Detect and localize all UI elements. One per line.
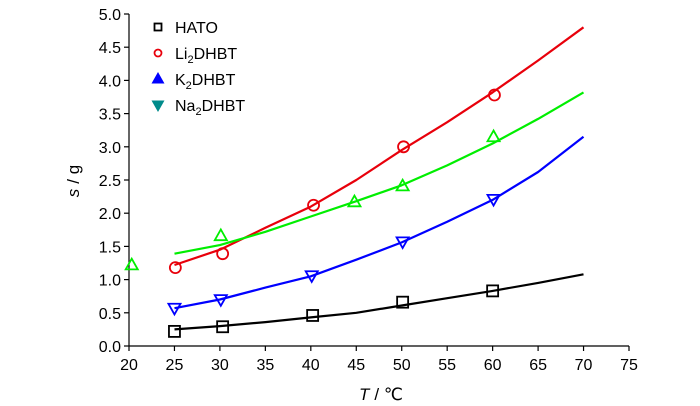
data-point (346, 193, 363, 208)
data-point (166, 302, 183, 317)
y-tick-label: 2.5 (99, 173, 121, 190)
series-hato (168, 273, 584, 338)
series-li2dhbt (168, 26, 585, 275)
x-tick-label: 25 (166, 357, 184, 374)
x-tick-label: 45 (347, 357, 365, 374)
x-tick-label: 70 (575, 357, 593, 374)
series-line (174, 91, 585, 255)
y-tick-label: 2.0 (99, 206, 121, 223)
x-axis-symbol: T (359, 385, 371, 404)
y-axis-label: s / g (64, 165, 83, 197)
legend-label: Li2DHBT (175, 46, 237, 66)
series-line (174, 273, 584, 331)
y-tick-label: 5.0 (99, 7, 121, 24)
legend-marker (153, 48, 163, 58)
y-tick-label: 0.5 (99, 306, 121, 323)
y-tick-label: 4.5 (99, 40, 121, 57)
legend-label: HATO (175, 20, 218, 37)
data-point (395, 177, 411, 192)
data-point (213, 294, 229, 308)
x-tick-label: 50 (393, 357, 411, 374)
x-tick-label: 55 (438, 357, 456, 374)
legend-marker (151, 71, 165, 84)
data-point (306, 309, 320, 322)
data-point (488, 88, 501, 102)
y-tick-label: 0.0 (99, 339, 121, 356)
x-axis-label: T / ℃ (359, 385, 403, 404)
data-point (304, 270, 320, 284)
legend-marker (153, 22, 163, 32)
axes: 20 25 30 35 40 45 50 55 60 65 70 75 0.0 0.5 1.0 1.5 2.0 2… (99, 7, 638, 374)
x-tick-label: 30 (211, 357, 229, 374)
legend-entry: Na2DHBT (151, 98, 245, 118)
series-k2dhbt (166, 135, 585, 317)
data-point (396, 295, 410, 309)
y-axis-unit: / g (64, 165, 83, 184)
data-point (486, 284, 500, 298)
series-line (174, 135, 585, 310)
data-point (168, 261, 182, 275)
legend-entry: Li2DHBT (153, 46, 237, 66)
data-point (213, 227, 229, 242)
data-point (216, 247, 230, 261)
y-tick-label: 3.0 (99, 140, 121, 157)
y-tick-label: 1.0 (99, 273, 121, 290)
x-tick-label: 40 (302, 357, 320, 374)
data-point (485, 193, 502, 208)
legend-marker (151, 100, 165, 113)
data-point (485, 128, 502, 143)
legend-entry: K2DHBT (151, 71, 236, 92)
y-tick-label: 1.5 (99, 239, 121, 256)
series-layer (124, 26, 585, 338)
x-tick-label: 75 (620, 357, 638, 374)
legend-label: Na2DHBT (175, 98, 245, 118)
data-point (397, 140, 410, 154)
x-tick-label: 65 (529, 357, 547, 374)
data-point (307, 198, 320, 212)
data-point (395, 236, 411, 250)
series-na2dhbt (124, 91, 585, 271)
data-point (168, 324, 181, 338)
x-axis-unit: / ℃ (374, 385, 403, 404)
y-tick-label: 4.0 (99, 73, 121, 90)
legend-entry: HATO (153, 20, 218, 37)
x-tick-label: 60 (484, 357, 502, 374)
y-tick-label: 3.5 (99, 107, 121, 124)
x-tick-label: 35 (256, 357, 274, 374)
legend: HATO Li2DHBT K2DHBT Na2DHBT (151, 20, 245, 118)
legend-label: K2DHBT (175, 72, 236, 92)
data-point (124, 256, 140, 271)
x-tick-label: 20 (120, 357, 138, 374)
y-axis-symbol: s (64, 188, 83, 197)
data-point (216, 320, 230, 334)
